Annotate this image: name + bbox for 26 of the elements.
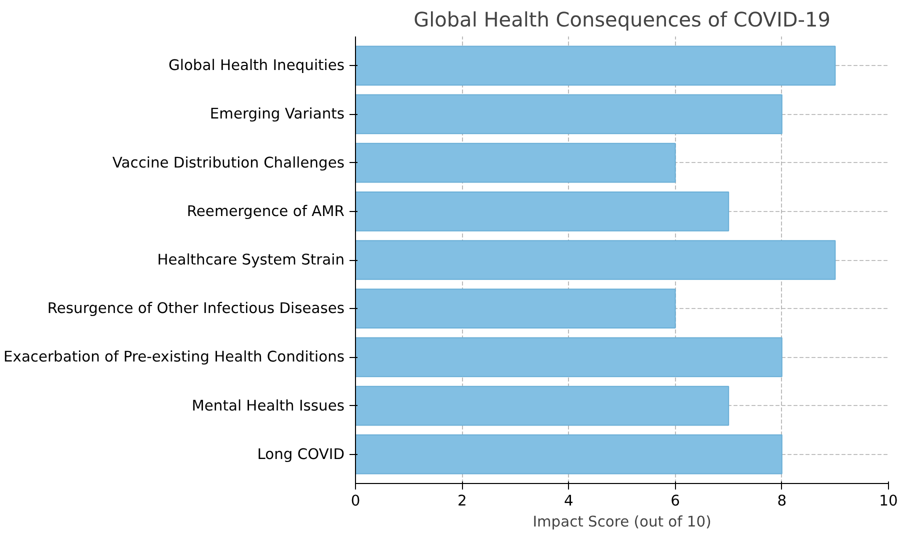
y-tick-label: Healthcare System Strain: [157, 252, 345, 268]
bar: [356, 434, 782, 474]
x-axis-title: Impact Score (out of 10): [532, 514, 712, 530]
bar: [356, 94, 782, 134]
y-tick-label: Resurgence of Other Infectious Diseases: [47, 300, 345, 318]
y-tick-label: Global Health Inequities: [168, 57, 345, 74]
x-tick-label: 10: [879, 492, 898, 510]
y-tick-label: Emerging Variants: [210, 106, 345, 123]
bar: [356, 240, 836, 280]
y-tick-label: Exacerbation of Pre-existing Health Conditions: [4, 348, 345, 366]
bar: [356, 191, 730, 232]
x-tick-label: 8: [777, 492, 787, 510]
bar: [356, 288, 676, 329]
chart-title: Global Health Consequences of COVID-19: [414, 8, 830, 32]
y-tick-label: Vaccine Distribution Challenges: [112, 154, 345, 172]
y-tick-label: Long COVID: [257, 446, 345, 463]
x-tick-label: 2: [457, 492, 467, 510]
x-tick-label: 4: [564, 492, 574, 510]
x-tick-label: 0: [350, 492, 360, 510]
bar: [356, 386, 730, 426]
y-tick-label: Mental Health Issues: [192, 397, 345, 414]
x-tick-label: 6: [670, 492, 680, 510]
bar: [356, 46, 836, 86]
bar: [356, 337, 782, 378]
bar: [356, 142, 676, 183]
y-tick-label: Reemergence of AMR: [186, 202, 345, 220]
